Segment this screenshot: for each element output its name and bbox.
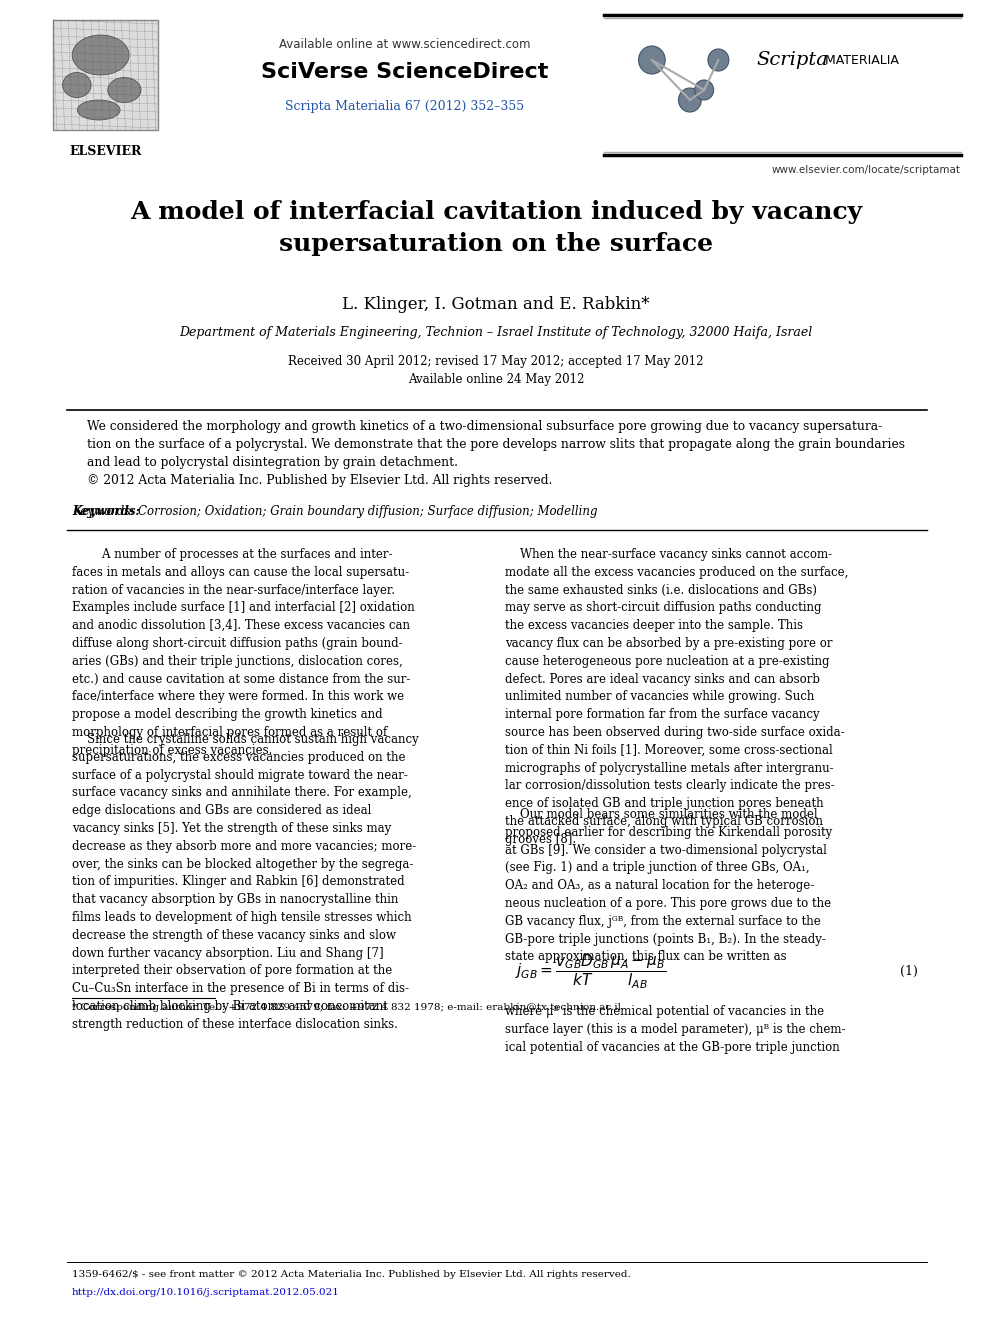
- Text: Received 30 April 2012; revised 17 May 2012; accepted 17 May 2012
Available onli: Received 30 April 2012; revised 17 May 2…: [289, 355, 703, 386]
- Text: 1359-6462/$ - see front matter © 2012 Acta Materialia Inc. Published by Elsevier: 1359-6462/$ - see front matter © 2012 Ac…: [72, 1270, 631, 1279]
- Text: * Corresponding author. Tel.: +972 4 829 4579; fax: +972 4 832 1978; e-mail: era: * Corresponding author. Tel.: +972 4 829…: [72, 1003, 621, 1012]
- Text: (1): (1): [900, 964, 918, 978]
- Ellipse shape: [72, 34, 129, 75]
- Text: $j_{GB} = \dfrac{v_{GB}D_{GB}}{kT} \dfrac{\mu_A - \mu_B}{l_{AB}}$: $j_{GB} = \dfrac{v_{GB}D_{GB}}{kT} \dfra…: [516, 953, 667, 991]
- Ellipse shape: [639, 46, 666, 74]
- Text: MATERIALIA: MATERIALIA: [821, 53, 899, 66]
- Text: A number of processes at the surfaces and inter-
faces in metals and alloys can : A number of processes at the surfaces an…: [72, 548, 415, 757]
- Text: Our model bears some similarities with the model
proposed earlier for describing: Our model bears some similarities with t…: [505, 808, 832, 963]
- Text: Since the crystalline solids cannot sustain high vacancy
supersaturations, the e: Since the crystalline solids cannot sust…: [72, 733, 419, 1031]
- Ellipse shape: [77, 101, 120, 120]
- Text: http://dx.doi.org/10.1016/j.scriptamat.2012.05.021: http://dx.doi.org/10.1016/j.scriptamat.2…: [72, 1289, 340, 1297]
- Ellipse shape: [62, 73, 91, 98]
- Text: Available online at www.sciencedirect.com: Available online at www.sciencedirect.co…: [279, 38, 531, 52]
- Bar: [54, 20, 158, 130]
- Text: Keywords: Corrosion; Oxidation; Grain boundary diffusion; Surface diffusion; Mod: Keywords: Corrosion; Oxidation; Grain bo…: [72, 505, 597, 519]
- Text: SciVerse ScienceDirect: SciVerse ScienceDirect: [261, 62, 549, 82]
- Ellipse shape: [708, 49, 729, 71]
- Ellipse shape: [679, 89, 701, 112]
- Text: Department of Materials Engineering, Technion – Israel Institute of Technology, : Department of Materials Engineering, Tec…: [180, 325, 812, 339]
- Text: www.elsevier.com/locate/scriptamat: www.elsevier.com/locate/scriptamat: [772, 165, 960, 175]
- Text: L. Klinger, I. Gotman and E. Rabkin*: L. Klinger, I. Gotman and E. Rabkin*: [342, 296, 650, 314]
- Text: Scripta Materialia 67 (2012) 352–355: Scripta Materialia 67 (2012) 352–355: [285, 101, 525, 112]
- Text: Keywords:: Keywords:: [72, 505, 140, 519]
- Text: Scripta: Scripta: [757, 52, 828, 69]
- Ellipse shape: [108, 78, 141, 102]
- Text: ELSEVIER: ELSEVIER: [69, 146, 142, 157]
- Text: A model of interfacial cavitation induced by vacancy
supersaturation on the surf: A model of interfacial cavitation induce…: [130, 200, 862, 255]
- Text: where μᴮ is the chemical potential of vacancies in the
surface layer (this is a : where μᴮ is the chemical potential of va…: [505, 1005, 845, 1053]
- Ellipse shape: [694, 79, 713, 101]
- Text: We considered the morphology and growth kinetics of a two-dimensional subsurface: We considered the morphology and growth …: [87, 419, 905, 487]
- Text: When the near-surface vacancy sinks cannot accom-
modate all the excess vacancie: When the near-surface vacancy sinks cann…: [505, 548, 848, 845]
